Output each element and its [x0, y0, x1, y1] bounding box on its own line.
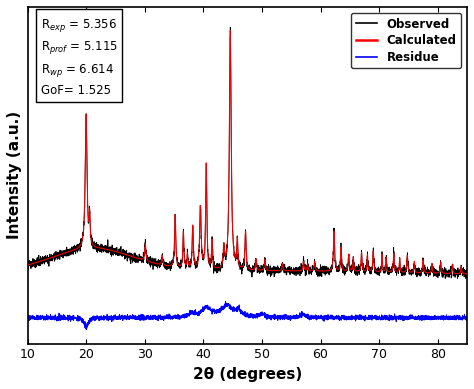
X-axis label: 2θ (degrees): 2θ (degrees) [192, 367, 302, 382]
Y-axis label: Intensity (a.u.): Intensity (a.u.) [7, 111, 22, 239]
Text: R$_{exp}$ = 5.356
R$_{prof}$ = 5.115
R$_{wp}$ = 6.614
GoF= 1.525: R$_{exp}$ = 5.356 R$_{prof}$ = 5.115 R$_… [41, 17, 118, 97]
Legend: Observed, Calculated, Residue: Observed, Calculated, Residue [351, 13, 461, 68]
